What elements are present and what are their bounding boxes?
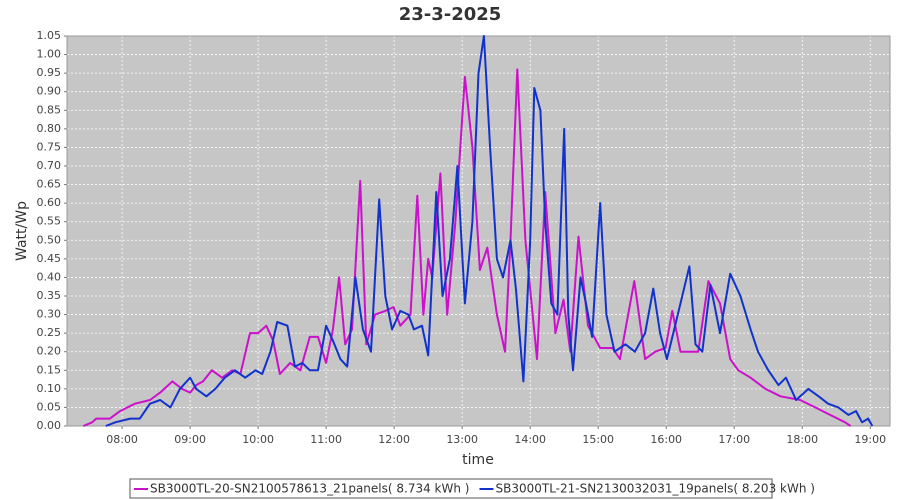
- y-tick-label: 0.20: [37, 345, 62, 358]
- y-tick-label: 0.90: [37, 85, 62, 98]
- y-axis-label: Watt/Wp: [14, 201, 30, 261]
- y-tick-label: 0.05: [37, 400, 62, 413]
- y-tick-label: 0.75: [37, 140, 62, 153]
- plot-border: [66, 35, 891, 427]
- y-tick-label: 0.40: [37, 270, 62, 283]
- y-tick-label: 1.05: [37, 29, 62, 42]
- x-tick-label: 18:00: [786, 433, 818, 446]
- y-tick-label: 1.00: [37, 48, 62, 61]
- x-tick-label: 16:00: [650, 433, 682, 446]
- y-tick-label: 0.45: [37, 252, 62, 265]
- y-tick-label: 0.25: [37, 326, 62, 339]
- y-tick-label: 0.00: [37, 419, 62, 432]
- x-tick-label: 08:00: [106, 433, 138, 446]
- y-tick-label: 0.95: [37, 66, 62, 79]
- y-tick-label: 0.50: [37, 233, 62, 246]
- x-tick-label: 19:00: [854, 433, 886, 446]
- x-tick-label: 11:00: [310, 433, 342, 446]
- x-tick-label: 13:00: [446, 433, 478, 446]
- y-tick-label: 0.15: [37, 363, 62, 376]
- y-tick-label: 0.70: [37, 159, 62, 172]
- y-tick-label: 0.85: [37, 103, 62, 116]
- x-tick-label: 12:00: [378, 433, 410, 446]
- y-tick-label: 0.30: [37, 308, 62, 321]
- legend-label: SB3000TL-20-SN2100578613_21panels( 8.734…: [150, 482, 469, 496]
- y-tick-label: 0.10: [37, 382, 62, 395]
- x-axis-label: time: [462, 452, 494, 468]
- y-tick-label: 0.55: [37, 215, 62, 228]
- legend-label: SB3000TL-21-SN2130032031_19panels( 8.203…: [495, 482, 814, 496]
- y-tick-label: 0.80: [37, 122, 62, 135]
- x-tick-label: 09:00: [174, 433, 206, 446]
- chart-title: 23-3-2025: [399, 4, 502, 25]
- series-line: [105, 35, 874, 427]
- y-tick-label: 0.35: [37, 289, 62, 302]
- legend-box: [129, 478, 773, 499]
- x-tick-label: 14:00: [514, 433, 546, 446]
- x-tick-label: 10:00: [242, 433, 274, 446]
- y-tick-label: 0.65: [37, 178, 62, 191]
- x-tick-label: 17:00: [718, 433, 750, 446]
- y-tick-label: 0.60: [37, 196, 62, 209]
- x-tick-label: 15:00: [582, 433, 614, 446]
